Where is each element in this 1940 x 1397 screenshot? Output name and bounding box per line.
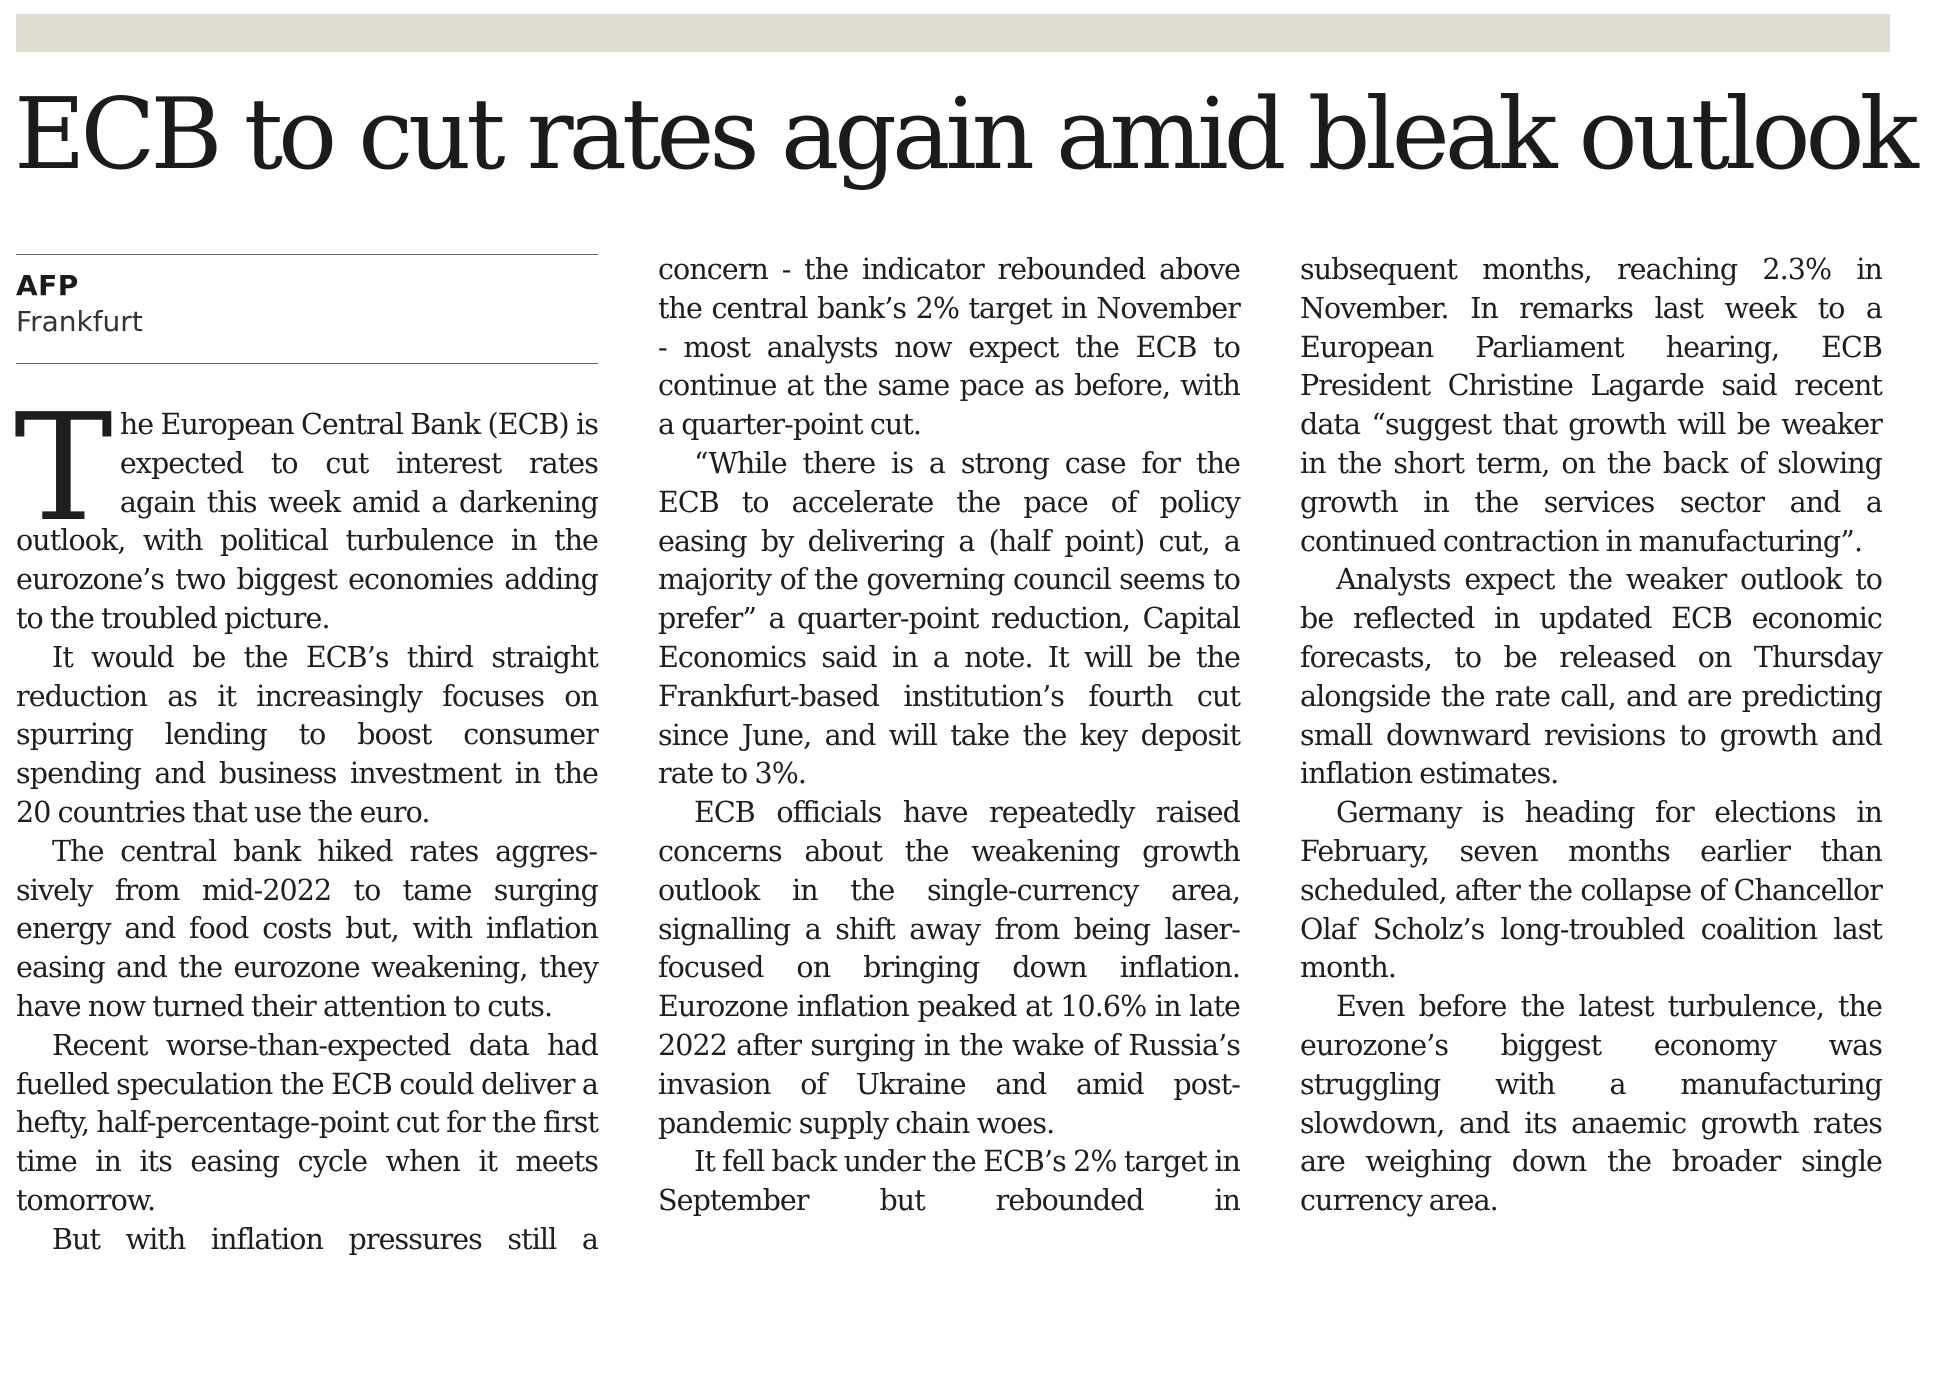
article-paragraph: Germany is heading for elections in Febr… xyxy=(1300,796,1883,985)
article-paragraph: The central bank hiked rates aggres­sive… xyxy=(16,834,599,1023)
article-paragraph: concern - the indicator rebounded above … xyxy=(658,253,1241,442)
article-paragraph: It would be the ECB’s third straight red… xyxy=(16,640,599,829)
article-paragraph: But with inflation pressures still a xyxy=(52,1222,599,1256)
article-paragraph: Recent worse-than-expected data had fuel… xyxy=(16,1028,599,1217)
byline-agency: AFP xyxy=(16,269,79,302)
drop-cap: T xyxy=(14,382,113,554)
article-column-3: subsequent months, reaching 2.3% in Nove… xyxy=(1300,251,1883,1221)
article-paragraph: “While there is a strong case for the EC… xyxy=(658,446,1241,791)
article-paragraph: It fell back under the ECB’s 2% tar­get … xyxy=(658,1145,1241,1218)
article-column-2: concern - the indicator rebounded above … xyxy=(658,251,1241,1221)
article-paragraph: subsequent months, reaching 2.3% in Nove… xyxy=(1300,253,1883,558)
article-paragraph: Even before the latest turbulence, the e… xyxy=(1300,990,1883,1218)
top-color-bar xyxy=(16,14,1890,52)
byline-location: Frankfurt xyxy=(16,305,143,338)
article-paragraph: Analysts expect the weaker out­look to b… xyxy=(1300,563,1883,791)
headline: ECB to cut rates again amid bleak outloo… xyxy=(14,78,1919,192)
byline: AFP Frankfurt xyxy=(16,254,598,364)
paragraph-text: he European Central Bank (ECB) is expect… xyxy=(16,408,599,635)
article-paragraph: ECB officials have repeatedly raised con… xyxy=(658,796,1241,1140)
